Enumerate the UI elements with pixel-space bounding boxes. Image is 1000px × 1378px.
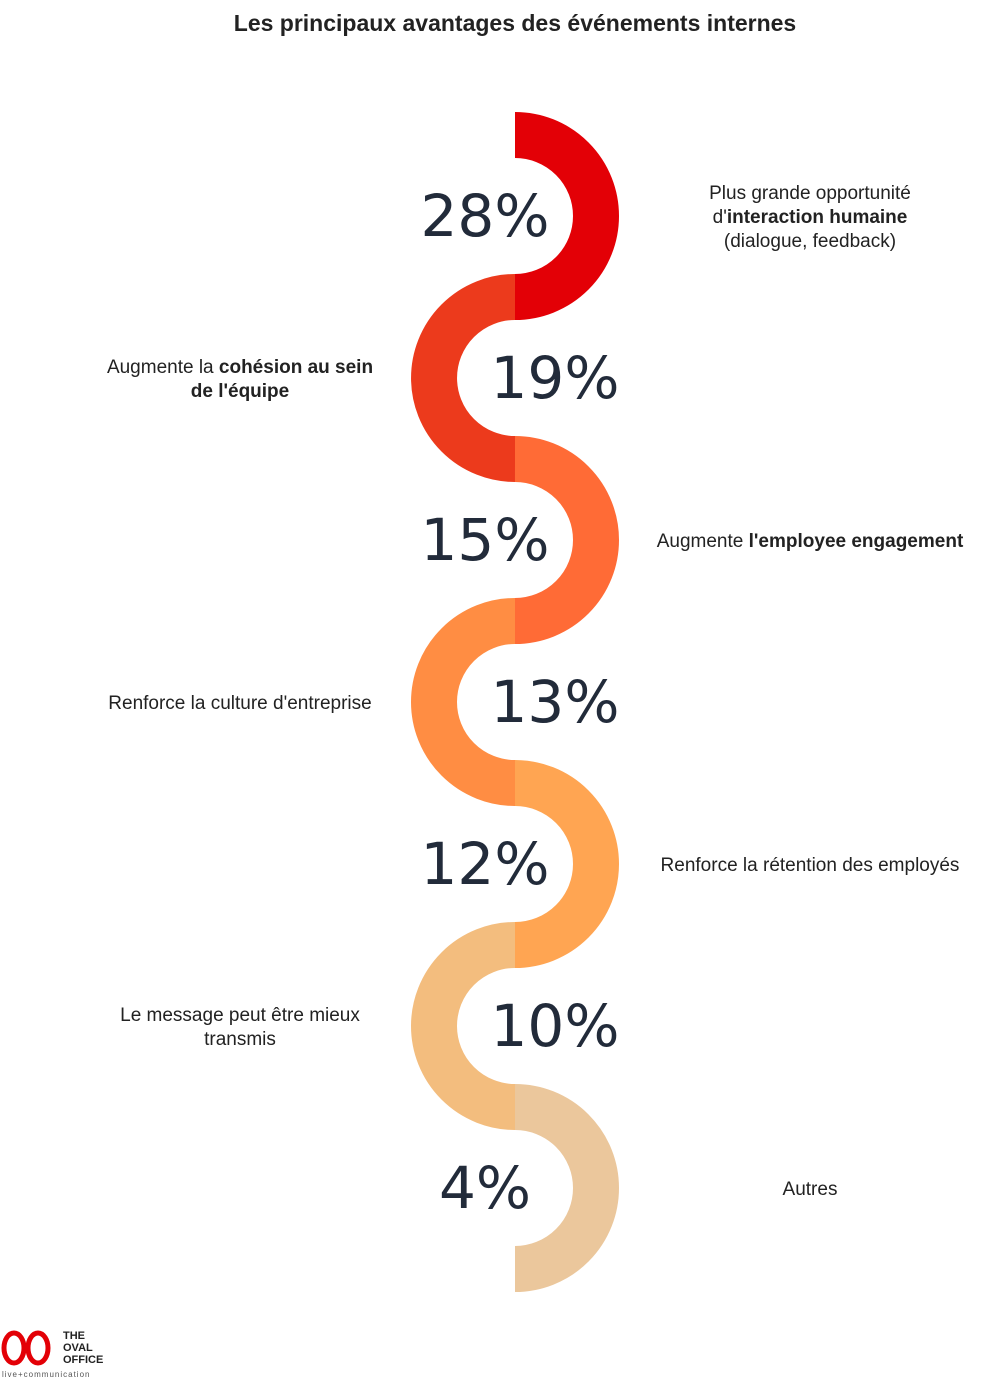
serpentine-segment: [411, 274, 516, 482]
value-label: 28%: [421, 182, 550, 250]
serpentine-segment: [514, 436, 619, 644]
value-label: 13%: [491, 668, 620, 736]
category-label-part: cohésion au sein: [219, 357, 373, 378]
logo-text: OFFICE: [63, 1354, 103, 1366]
logo-mark: [25, 1330, 51, 1366]
category-label-part: (dialogue, feedback): [724, 231, 896, 252]
logo-tagline: live+communication: [2, 1370, 90, 1378]
value-label: 4%: [439, 1154, 531, 1222]
logo-text: OVAL: [63, 1342, 93, 1354]
category-label: Le message peut être mieux transmis: [120, 1005, 360, 1050]
category-label: Augmente la cohésion au sein de l'équipe: [107, 357, 373, 402]
category-label-part: l'employee engagement: [749, 531, 964, 552]
logo-mark: [1, 1330, 27, 1366]
category-label: Renforce la rétention des employés: [661, 855, 960, 876]
serpentine-segment: [514, 760, 619, 968]
category-label-part: Augmente la: [107, 357, 219, 378]
value-label: 12%: [421, 830, 550, 898]
serpentine-segment: [411, 922, 516, 1130]
category-label: Renforce la culture d'entreprise: [108, 693, 371, 714]
category-label-part: Plus grande opportunité: [709, 183, 911, 204]
value-label: 10%: [491, 992, 620, 1060]
category-label-part: Renforce la rétention des employés: [661, 855, 960, 876]
serpentine-segment: [411, 598, 516, 806]
serpentine-segment: [514, 1084, 619, 1292]
category-label-part: Autres: [783, 1179, 838, 1200]
category-label: Augmente l'employee engagement: [657, 531, 964, 552]
category-label-part: Renforce la culture d'entreprise: [108, 693, 371, 714]
category-label-part: d': [713, 207, 727, 228]
category-label: Plus grande opportunité d'interaction hum…: [709, 183, 911, 252]
logo-text: THE: [63, 1330, 85, 1342]
category-label-part: Le message peut être mieux: [120, 1005, 360, 1026]
category-label-part: interaction humaine: [727, 207, 908, 228]
serpentine-segment: [514, 112, 619, 320]
value-label: 19%: [491, 344, 620, 412]
category-label-part: transmis: [204, 1029, 276, 1050]
category-label-part: Augmente: [657, 531, 749, 552]
category-label-part: de l'équipe: [191, 381, 289, 402]
value-label: 15%: [421, 506, 550, 574]
category-label: Autres: [783, 1179, 838, 1200]
chart-title: Les principaux avantages des événements …: [234, 10, 796, 36]
